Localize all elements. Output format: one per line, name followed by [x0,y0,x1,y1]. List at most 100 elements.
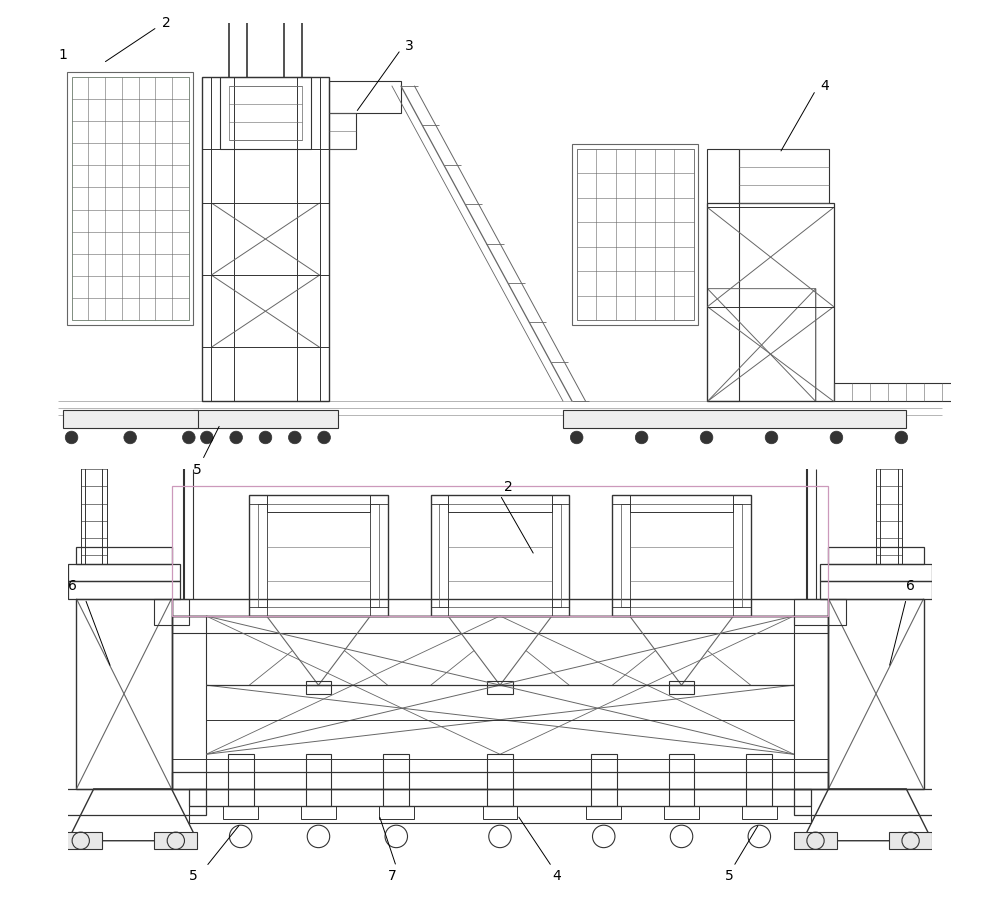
Bar [889,832,932,850]
Bar [612,503,630,607]
Bar [746,754,772,806]
Bar [621,503,742,607]
Bar [67,72,193,325]
Bar [249,503,267,607]
Bar [267,495,370,512]
Bar [669,681,694,694]
Text: 7: 7 [388,869,396,883]
Bar [591,754,617,806]
Text: 2: 2 [162,16,170,30]
Circle shape [65,431,78,444]
Bar [733,503,751,607]
Circle shape [570,431,583,444]
Bar [834,383,960,401]
Bar [329,113,356,149]
Bar [563,410,906,428]
Bar [448,599,552,616]
Bar [76,547,172,564]
Bar [669,754,694,806]
Bar [794,616,828,789]
Bar [630,599,733,616]
Text: 6: 6 [68,579,77,593]
Text: 5: 5 [725,869,733,883]
Bar [577,149,694,320]
Circle shape [635,431,648,444]
Circle shape [182,431,195,444]
Text: 5: 5 [193,463,202,476]
Bar [487,754,513,806]
Bar [742,806,777,819]
Bar [794,832,837,850]
Bar [828,547,924,564]
Circle shape [230,431,242,444]
Bar [202,77,329,401]
Bar [59,789,206,815]
Bar [172,616,206,789]
Bar [59,832,102,850]
Circle shape [895,431,908,444]
Bar [172,599,828,616]
Bar [68,582,180,599]
Circle shape [288,431,301,444]
Text: 2: 2 [504,480,513,493]
Bar [258,503,379,607]
Bar [379,806,414,819]
Bar [876,452,880,564]
Bar [297,77,320,401]
Bar [306,754,331,806]
Bar [439,503,561,607]
Bar [383,754,409,806]
Bar [483,806,517,819]
Circle shape [318,431,330,444]
Bar [586,806,621,819]
Bar [211,77,234,401]
Circle shape [765,431,778,444]
Bar [81,452,85,564]
Text: 1: 1 [58,48,67,61]
Bar [249,495,388,616]
Bar [68,564,180,582]
Bar [72,77,189,320]
Bar [154,599,189,624]
Bar [664,806,699,819]
Bar [794,789,941,815]
Bar [63,410,198,428]
Bar [448,495,552,512]
Text: 3: 3 [405,39,414,52]
Bar [707,149,739,401]
Text: 6: 6 [906,579,915,593]
Bar [189,789,811,806]
Bar [630,495,733,512]
Bar [370,503,388,607]
Bar [707,203,834,401]
Bar [898,452,902,564]
Circle shape [830,431,843,444]
Bar [487,681,513,694]
Bar [552,503,569,607]
Circle shape [700,431,713,444]
Bar [193,410,338,428]
Bar [267,599,370,616]
Bar [172,759,828,771]
Bar [820,564,932,582]
Bar [172,616,828,789]
Bar [431,503,448,607]
Bar [76,599,172,789]
Bar [612,495,751,616]
Bar [154,832,197,850]
Bar [301,806,336,819]
Circle shape [259,431,272,444]
Bar [229,86,302,140]
Circle shape [124,431,136,444]
Text: 5: 5 [189,869,198,883]
Bar [820,582,932,599]
Bar [228,754,254,806]
Bar [431,495,569,616]
Bar [220,77,311,149]
Bar [172,486,828,616]
Bar [172,771,828,789]
Text: 4: 4 [820,79,829,93]
Bar [189,806,811,824]
Bar [572,144,698,325]
Text: 4: 4 [552,869,561,883]
